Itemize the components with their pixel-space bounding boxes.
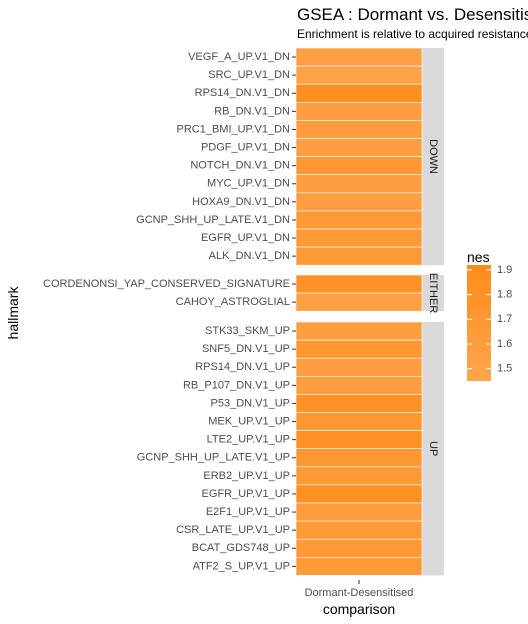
- facet-strip-label: UP: [427, 441, 439, 456]
- heatmap-cell: [295, 274, 423, 294]
- chart-subtitle: Enrichment is relative to acquired resis…: [297, 27, 528, 41]
- y-tick-label: RPS14_DN.V1_DN: [195, 87, 290, 99]
- y-tick-label: VEGF_A_UP.V1_DN: [188, 51, 290, 63]
- y-tick-label: EGFR_UP.V1_DN: [201, 232, 290, 244]
- y-tick-label: EGFR_UP.V1_UP: [202, 488, 290, 500]
- legend-tick-label: 1.8: [497, 289, 512, 301]
- y-tick-label: HOXA9_DN.V1_DN: [192, 196, 290, 208]
- heatmap-cell: [295, 484, 423, 504]
- facet-panels: DOWN EITHER UP: [295, 47, 444, 576]
- heatmap-cell: [295, 228, 423, 248]
- facet-strip: [422, 48, 444, 266]
- y-tick-label: CSR_LATE_UP.V1_UP: [176, 524, 290, 536]
- legend-title: nes: [467, 249, 490, 265]
- y-axis-title: hallmark: [5, 286, 21, 340]
- y-tick-label: GCNP_SHH_UP_LATE.V1_DN: [136, 214, 290, 226]
- x-axis-title: comparison: [323, 601, 395, 617]
- y-tick-label: NOTCH_DN.V1_DN: [190, 160, 290, 172]
- x-tick-label: Dormant-Desensitised: [305, 587, 414, 599]
- y-tick-label: CORDENONSI_YAP_CONSERVED_SIGNATURE: [43, 278, 290, 290]
- heatmap-cell: [295, 65, 423, 85]
- legend-tick-label: 1.9: [497, 264, 512, 276]
- y-tick-label: STK33_SKM_UP: [205, 325, 290, 337]
- heatmap-cell: [295, 210, 423, 230]
- y-tick-label: CAHOY_ASTROGLIAL: [176, 296, 290, 308]
- y-tick-label: PDGF_UP.V1_DN: [201, 141, 290, 153]
- chart-title: GSEA : Dormant vs. Desensitised: [297, 5, 528, 24]
- y-tick-label: MEK_UP.V1_UP: [208, 415, 290, 427]
- legend-tick-label: 1.6: [497, 338, 512, 350]
- facet-panel-either: EITHER: [295, 273, 444, 313]
- heatmap-cell: [295, 375, 423, 395]
- heatmap-cell: [295, 556, 423, 576]
- heatmap-cell: [295, 357, 423, 377]
- heatmap-cell: [295, 430, 423, 450]
- y-tick-label: ERB2_UP.V1_UP: [203, 470, 290, 482]
- y-tick-label: SNF5_DN.V1_UP: [202, 343, 290, 355]
- heatmap-cell: [295, 394, 423, 413]
- y-tick-label: GCNP_SHH_UP_LATE.V1_UP: [137, 452, 290, 464]
- heatmap-cell: [295, 339, 423, 359]
- heatmap-cell: [295, 102, 423, 121]
- facet-panel-down: DOWN: [295, 47, 444, 266]
- y-tick-label: PRC1_BMI_UP.V1_DN: [176, 123, 290, 135]
- heatmap-cell: [295, 246, 423, 266]
- y-tick-label: P53_DN.V1_UP: [211, 397, 291, 409]
- y-tick-label: RB_P107_DN.V1_UP: [183, 379, 290, 391]
- legend-colorbar: [467, 265, 491, 381]
- legend-tick-label: 1.5: [497, 363, 512, 375]
- nes-legend: nes 1.5 1.6 1.7 1.8 1.9: [467, 249, 512, 381]
- legend-ticks: 1.5 1.6 1.7 1.8 1.9: [467, 264, 512, 375]
- heatmap-cell: [295, 448, 423, 468]
- y-tick-labels: VEGF_A_UP.V1_DN SRC_UP.V1_DN RPS14_DN.V1_D…: [43, 51, 296, 572]
- heatmap-cell: [295, 120, 423, 139]
- heatmap-cell: [295, 292, 423, 312]
- facet-strip: [422, 322, 444, 576]
- y-tick-label: MYC_UP.V1_DN: [207, 178, 290, 190]
- y-tick-label: ALK_DN.V1_DN: [209, 250, 290, 262]
- y-tick-label: ATF2_S_UP.V1_UP: [193, 560, 290, 572]
- y-tick-label: RPS14_DN.V1_UP: [195, 361, 290, 373]
- heatmap-cell: [295, 192, 423, 212]
- heatmap-cell: [295, 156, 423, 176]
- y-tick-label: LTE2_UP.V1_UP: [207, 434, 290, 446]
- heatmap-cell: [295, 47, 423, 67]
- y-tick-label: RB_DN.V1_DN: [214, 105, 290, 117]
- facet-panel-up: UP: [295, 321, 444, 576]
- facet-strip-label: EITHER: [427, 273, 439, 313]
- heatmap-cell: [295, 502, 423, 522]
- heatmap-cell: [295, 83, 423, 103]
- heatmap-cell: [295, 466, 423, 486]
- heatmap-cell: [295, 138, 423, 157]
- y-tick-label: BCAT_GDS748_UP: [192, 542, 290, 554]
- heatmap-cell: [295, 412, 423, 431]
- heatmap-cell: [295, 538, 423, 558]
- heatmap-cell: [295, 174, 423, 194]
- facet-strip-label: DOWN: [427, 139, 439, 174]
- facet-strip: [422, 275, 444, 312]
- heatmap-cell: [295, 321, 423, 341]
- heatmap-cell: [295, 520, 423, 540]
- legend-tick-label: 1.7: [497, 313, 512, 325]
- y-tick-label: SRC_UP.V1_DN: [208, 69, 290, 81]
- y-tick-label: E2F1_UP.V1_UP: [206, 506, 290, 518]
